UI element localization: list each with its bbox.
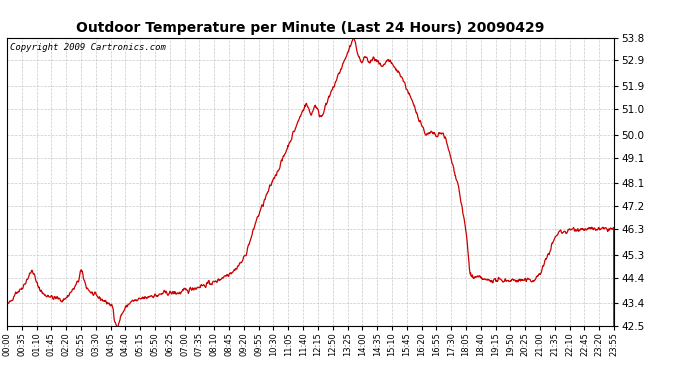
Text: Copyright 2009 Cartronics.com: Copyright 2009 Cartronics.com (10, 43, 166, 52)
Title: Outdoor Temperature per Minute (Last 24 Hours) 20090429: Outdoor Temperature per Minute (Last 24 … (77, 21, 544, 35)
